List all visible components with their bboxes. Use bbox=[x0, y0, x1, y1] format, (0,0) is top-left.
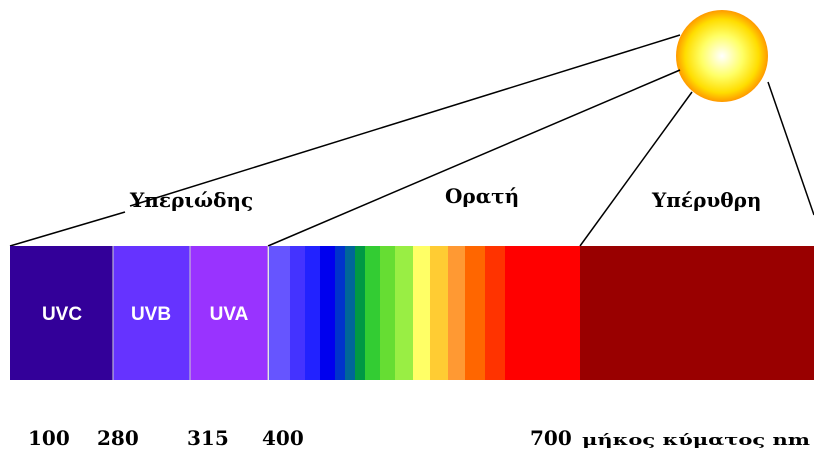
wavelength-label: 700 bbox=[530, 426, 572, 450]
region-label: Υπέρυθρη bbox=[651, 188, 761, 212]
spectrum-bar bbox=[10, 246, 814, 380]
wavelength-label: 100 bbox=[28, 426, 70, 450]
region-label: Ορατή bbox=[445, 184, 519, 208]
band-label: UVB bbox=[131, 304, 171, 325]
region-label: Υπεριώδης bbox=[129, 188, 253, 212]
band-label: UVC bbox=[42, 304, 82, 325]
band-label: UVA bbox=[210, 304, 249, 325]
sun bbox=[676, 10, 768, 102]
unit-label: μήκος κύματος nm bbox=[582, 431, 810, 449]
rays bbox=[9, 34, 814, 247]
wavelength-label: 315 bbox=[187, 426, 229, 450]
wavelength-label: 280 bbox=[97, 426, 139, 450]
wavelength-label: 400 bbox=[262, 426, 304, 450]
